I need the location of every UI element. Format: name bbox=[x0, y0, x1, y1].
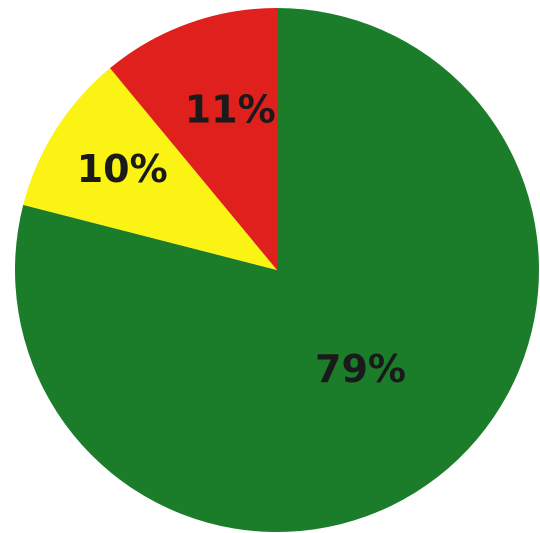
pie-slice-11pct bbox=[109, 8, 278, 270]
pie-label-11pct: 11% bbox=[185, 88, 276, 132]
pie-label-10pct: 10% bbox=[77, 147, 168, 191]
pie-labels: 79% 10% 11% bbox=[77, 88, 406, 391]
pie-slices bbox=[14, 8, 539, 532]
pie-slice-79pct bbox=[14, 8, 539, 532]
pie-label-79pct: 79% bbox=[315, 347, 406, 391]
pie-slice-10pct bbox=[23, 68, 278, 270]
